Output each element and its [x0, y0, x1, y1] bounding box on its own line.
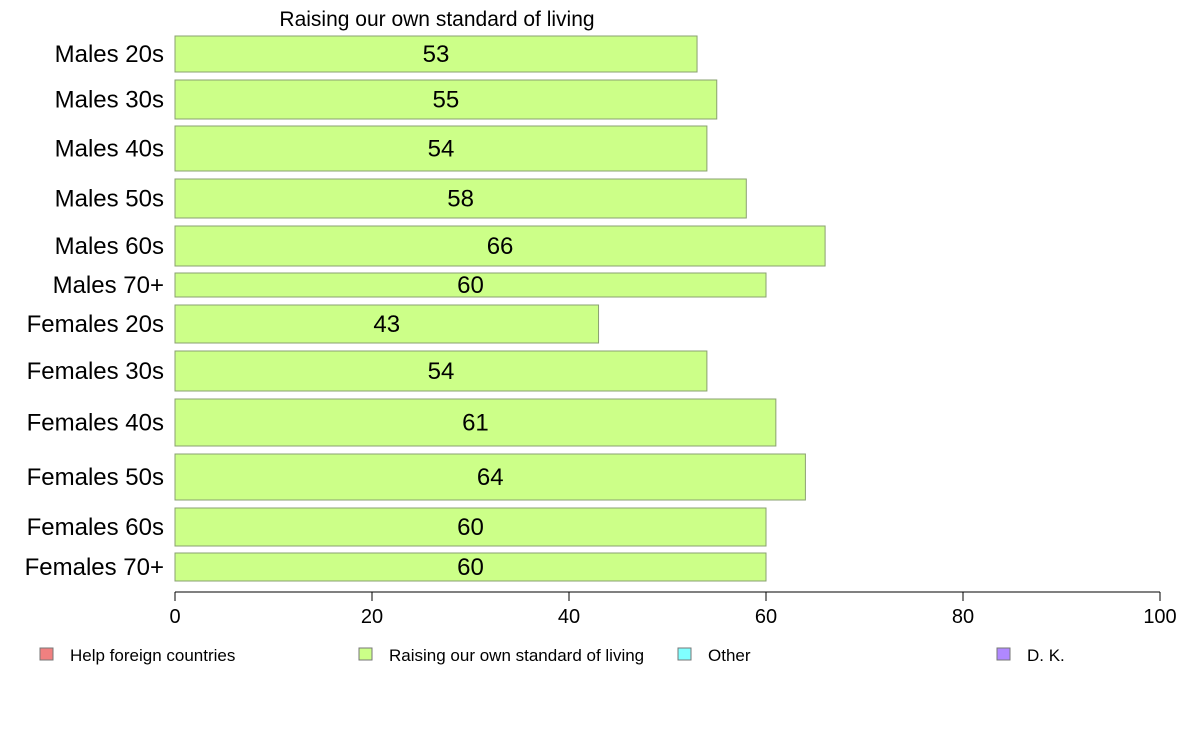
legend-swatch — [39, 647, 54, 661]
legend-label: Raising our own standard of living — [389, 646, 644, 665]
bar-value-label: 60 — [457, 514, 484, 541]
category-label: Females 50s — [27, 464, 164, 491]
legend: Help foreign countries Raising our own st… — [39, 646, 1065, 665]
bar-value-label: 54 — [428, 358, 455, 385]
bar-value-label: 53 — [423, 41, 450, 68]
bar — [174, 35, 698, 73]
bar-value-label: 66 — [487, 233, 514, 260]
bar-value-label: 58 — [447, 186, 474, 213]
x-tick-label: 0 — [169, 606, 180, 628]
bar — [174, 178, 747, 219]
legend-swatch — [358, 647, 373, 661]
legend-label: D. K. — [1027, 646, 1065, 665]
category-label: Males 20s — [55, 41, 164, 68]
x-tick-label: 60 — [755, 606, 777, 628]
category-label: Females 30s — [27, 358, 164, 385]
category-label: Females 20s — [27, 311, 164, 338]
category-label: Males 50s — [55, 186, 164, 213]
category-label: Males 60s — [55, 233, 164, 260]
bar — [174, 453, 806, 501]
bar — [174, 125, 708, 172]
x-tick-label: 20 — [361, 606, 383, 628]
bar-value-label: 54 — [428, 136, 455, 163]
legend-swatch — [677, 647, 692, 661]
bar — [174, 225, 826, 267]
category-label: Females 70+ — [25, 554, 164, 581]
legend-swatch — [996, 647, 1011, 661]
legend-label: Other — [708, 646, 751, 665]
chart-title: Raising our own standard of living — [279, 8, 594, 31]
bar — [174, 304, 600, 344]
bar-value-label: 64 — [477, 464, 504, 491]
bar-value-label: 55 — [433, 87, 460, 114]
bar — [174, 552, 767, 582]
x-tick-label: 80 — [952, 606, 974, 628]
bar-value-label: 43 — [373, 311, 400, 338]
category-label: Males 70+ — [53, 272, 164, 299]
x-axis: 0 20 40 60 80 100 — [169, 591, 1177, 628]
category-label: Females 40s — [27, 410, 164, 437]
legend-label: Help foreign countries — [70, 646, 235, 665]
bars-group: 53 Males 20s 55 Males 30s 54 Males 40s 58 Males… — [25, 35, 826, 582]
bar — [174, 507, 767, 547]
category-label: Males 30s — [55, 87, 164, 114]
category-label: Females 60s — [27, 514, 164, 541]
bar — [174, 272, 767, 298]
bar-value-label: 61 — [462, 410, 489, 437]
category-label: Males 40s — [55, 136, 164, 163]
x-tick-label: 40 — [558, 606, 580, 628]
bar-value-label: 60 — [457, 554, 484, 581]
bar — [174, 79, 718, 120]
bar-value-label: 60 — [457, 272, 484, 299]
bar — [174, 350, 708, 392]
bar — [174, 398, 777, 447]
x-tick-label: 100 — [1143, 606, 1176, 628]
